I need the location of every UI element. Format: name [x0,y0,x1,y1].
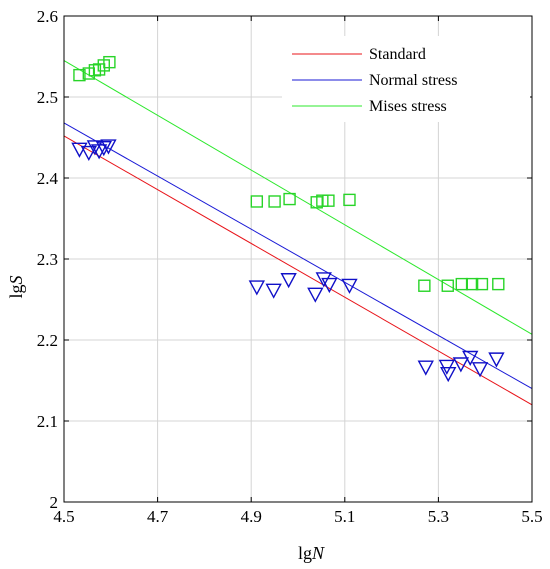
y-tick-label: 2.2 [37,331,58,350]
x-tick-label: 4.5 [53,507,74,526]
x-tick-label: 4.7 [147,507,169,526]
x-tick-label: 4.9 [241,507,262,526]
marker-normal-stress [440,367,457,383]
marker-normal-stress [86,140,104,156]
marker-normal-stress [452,357,470,373]
marker-mises-stress [322,194,335,207]
marker-normal-stress [248,280,265,296]
marker-normal-stress [265,283,282,299]
marker-mises-stress [250,195,264,208]
marker-mises-stress [92,63,106,76]
fit-line-normal-stress [63,122,533,390]
marker-normal-stress [471,362,489,378]
marker-mises-stress [475,277,489,291]
fit-line-mises-stress [63,60,533,335]
axis-ticks: 4.5 4.7 4.9 5.1 5.3 5.5 2 2.1 2.2 2.3 2.4 2.5 2.6 [37,7,543,526]
y-tick-label: 2.3 [37,250,58,269]
marker-mises-stress [492,277,505,291]
marker-normal-stress [417,360,434,376]
marker-normal-stress [488,352,505,368]
legend-box [282,36,530,122]
x-axis-label: lgN [298,543,325,563]
y-tick-label: 2.6 [37,7,58,26]
y-tick-label: 2.1 [37,412,58,431]
marker-normal-stress [100,139,117,155]
marker-mises-stress [73,68,86,82]
marker-normal-stress [462,350,479,366]
x-tick-label: 5.1 [334,507,355,526]
marker-mises-stress [343,193,356,207]
marker-mises-stress [283,192,296,206]
legend-label-normal-stress: Normal stress [369,72,457,89]
marker-normal-stress [341,278,358,294]
marker-normal-stress [80,145,97,162]
y-tick-label: 2.5 [37,88,58,107]
y-tick-label: 2.4 [37,169,59,188]
marker-normal-stress [307,287,324,303]
marker-normal-stress [321,277,338,294]
marker-mises-stress [465,277,479,291]
marker-normal-stress [438,359,455,375]
marker-mises-stress [103,55,116,69]
x-tick-label: 5.5 [521,507,542,526]
x-tick-label: 5.3 [428,507,449,526]
data-markers [71,55,505,383]
y-axis-label: lgS [6,275,26,298]
fit-line-standard [63,135,533,406]
marker-mises-stress [418,279,431,292]
legend-label-mises-stress: Mises stress [369,98,447,115]
marker-mises-stress [441,279,454,292]
y-tick-label: 2 [50,493,59,512]
legend: Standard Normal stress Mises stress [282,36,530,122]
marker-normal-stress [95,141,112,157]
marker-mises-stress [455,277,468,291]
marker-normal-stress [315,272,332,288]
marker-normal-stress [280,273,297,289]
marker-mises-stress [268,195,281,208]
legend-label-standard: Standard [369,46,426,63]
